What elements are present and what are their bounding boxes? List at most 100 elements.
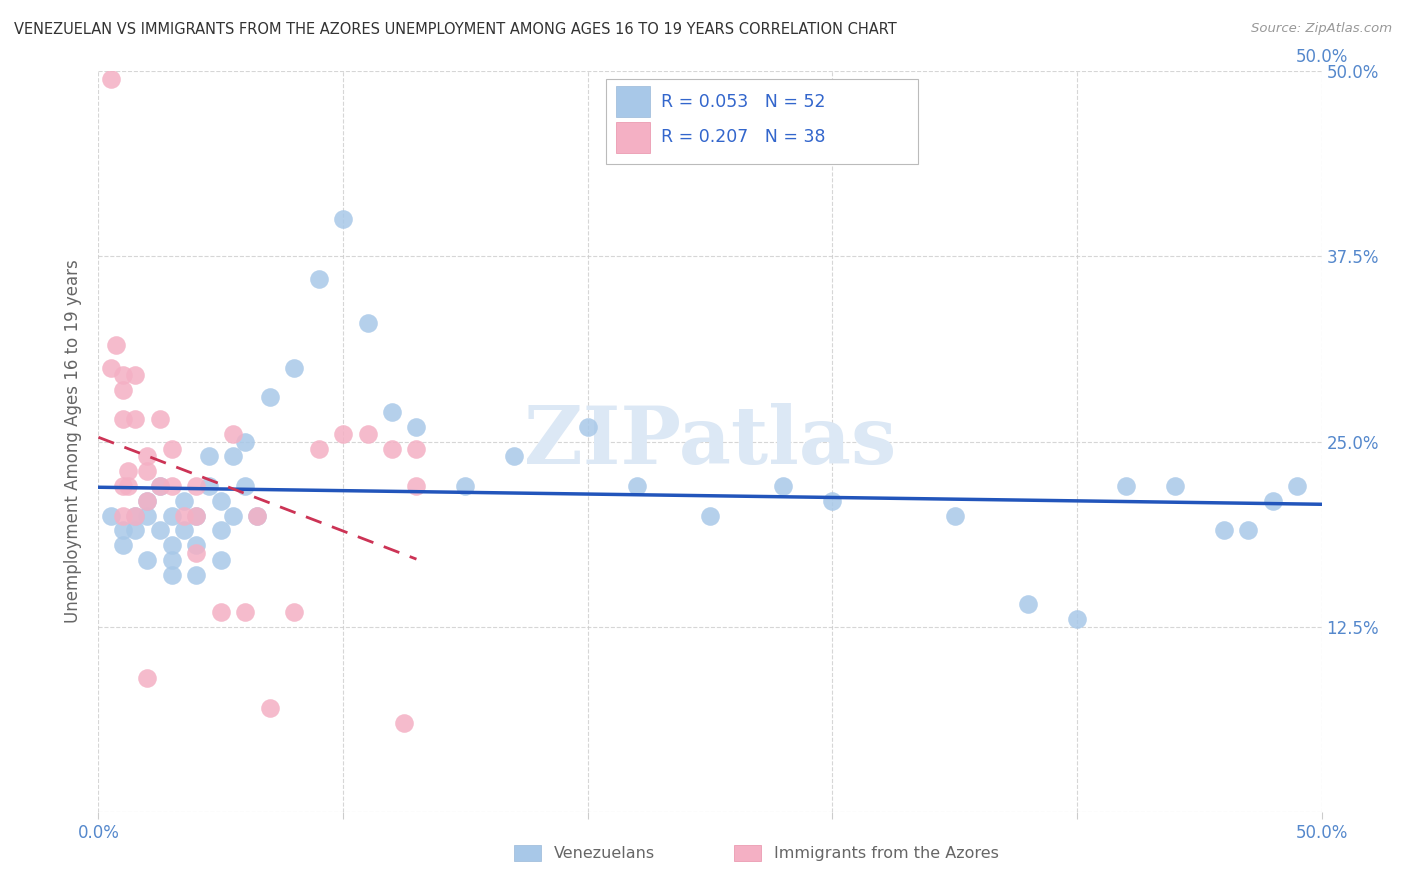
Point (1115, 479, 1137, 493)
Point (136, 493, 159, 508)
Bar (616, 121, 650, 153)
Text: Source: ZipAtlas.com: Source: ZipAtlas.com (1251, 22, 1392, 36)
Point (821, 493, 844, 508)
Text: Venezuelans: Venezuelans (554, 846, 655, 861)
Point (186, 508, 208, 523)
Point (1212, 524, 1234, 538)
Point (259, 390, 281, 404)
Point (136, 450, 159, 464)
Point (233, 479, 256, 493)
Point (259, 701, 281, 715)
Point (117, 464, 139, 478)
Point (186, 508, 208, 523)
Point (1164, 479, 1187, 493)
Point (149, 412, 172, 426)
Point (308, 442, 330, 456)
Point (356, 427, 378, 442)
Point (626, 479, 648, 493)
Point (100, 508, 122, 523)
Point (136, 464, 159, 478)
Point (124, 508, 146, 523)
Point (308, 271, 330, 285)
Point (576, 419, 599, 434)
Point (111, 524, 134, 538)
Point (222, 427, 245, 442)
Text: R = 0.053   N = 52: R = 0.053 N = 52 (661, 93, 825, 111)
Point (503, 450, 526, 464)
Point (136, 508, 159, 523)
Point (111, 383, 134, 397)
Point (124, 412, 146, 426)
Point (772, 479, 794, 493)
Point (136, 672, 159, 686)
Point (222, 508, 245, 523)
Point (136, 553, 159, 567)
Point (186, 546, 208, 560)
Point (246, 508, 269, 523)
Point (1017, 598, 1039, 612)
Text: Immigrants from the Azores: Immigrants from the Azores (773, 846, 998, 861)
Point (186, 479, 208, 493)
Point (209, 553, 232, 567)
Point (1066, 612, 1088, 626)
Point (283, 605, 305, 619)
Point (392, 715, 416, 730)
Point (381, 405, 404, 419)
Point (186, 538, 208, 552)
Point (943, 508, 966, 523)
Text: VENEZUELAN VS IMMIGRANTS FROM THE AZORES UNEMPLOYMENT AMONG AGES 16 TO 19 YEARS : VENEZUELAN VS IMMIGRANTS FROM THE AZORES… (14, 22, 897, 37)
Point (1261, 493, 1284, 508)
Bar (515, 845, 541, 862)
Point (173, 493, 195, 508)
Point (149, 524, 172, 538)
Point (136, 493, 159, 508)
Point (197, 450, 219, 464)
Point (699, 508, 721, 523)
Point (124, 368, 146, 382)
Bar (606, 78, 918, 164)
Point (104, 338, 127, 352)
Point (222, 450, 245, 464)
Point (160, 538, 183, 552)
Point (149, 479, 172, 493)
Point (173, 508, 195, 523)
Point (381, 442, 404, 456)
Point (332, 427, 354, 442)
Point (111, 538, 134, 552)
Point (124, 508, 146, 523)
Bar (616, 87, 650, 117)
Point (209, 524, 232, 538)
Text: ZIPatlas: ZIPatlas (524, 402, 896, 481)
Point (111, 508, 134, 523)
Y-axis label: Unemployment Among Ages 16 to 19 years: Unemployment Among Ages 16 to 19 years (65, 260, 83, 624)
Bar (734, 845, 762, 862)
Point (160, 567, 183, 582)
Point (100, 360, 122, 375)
Point (111, 479, 134, 493)
Point (332, 212, 354, 227)
Point (111, 368, 134, 382)
Point (117, 479, 139, 493)
Point (209, 493, 232, 508)
Point (1237, 524, 1260, 538)
Point (173, 524, 195, 538)
Point (160, 508, 183, 523)
Point (233, 434, 256, 449)
Point (160, 479, 183, 493)
Point (233, 605, 256, 619)
Point (186, 567, 208, 582)
Point (124, 524, 146, 538)
Point (246, 508, 269, 523)
Point (160, 553, 183, 567)
Text: R = 0.207   N = 38: R = 0.207 N = 38 (661, 128, 825, 146)
Point (405, 419, 427, 434)
Point (197, 479, 219, 493)
Point (149, 479, 172, 493)
Point (356, 316, 378, 330)
Point (405, 479, 427, 493)
Point (405, 442, 427, 456)
Point (1286, 479, 1309, 493)
Point (283, 360, 305, 375)
Point (111, 412, 134, 426)
Point (160, 442, 183, 456)
